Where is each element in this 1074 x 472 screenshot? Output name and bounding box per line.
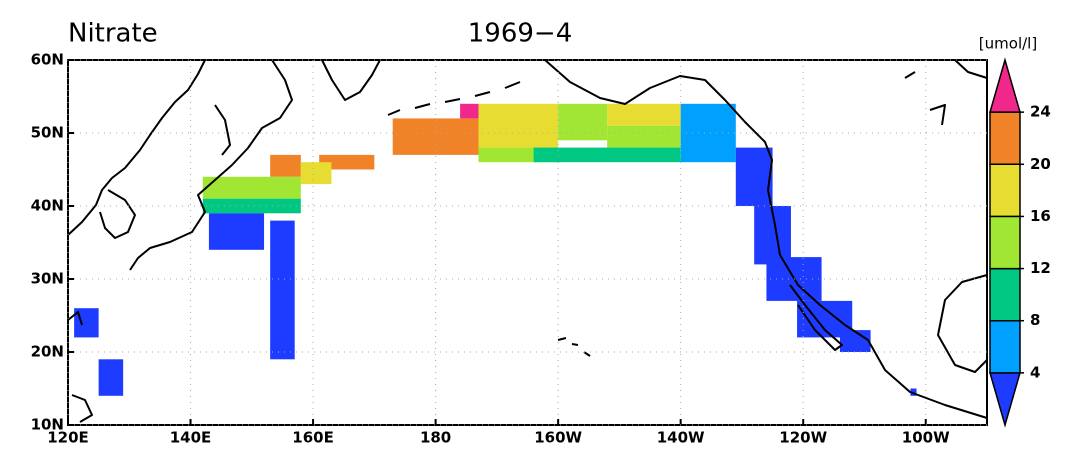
data-cell	[735, 147, 773, 206]
data-cell	[910, 388, 917, 396]
coast-islands	[67, 311, 93, 423]
colorbar-label: 20	[1030, 155, 1051, 173]
data-cell	[558, 103, 608, 141]
coast-asia	[67, 59, 206, 236]
colorbar-swatch	[989, 215, 1021, 270]
data-layer	[74, 103, 917, 396]
coast-kamchatka	[321, 59, 381, 101]
data-cell	[607, 125, 681, 148]
x-tick-label: 160E	[292, 429, 334, 447]
colorbar: 4 8 12 16 20 24	[989, 57, 1051, 428]
data-cell	[478, 103, 559, 148]
colorbar-label: 4	[1030, 363, 1040, 381]
x-tick-label: 120W	[779, 429, 827, 447]
coast-sakhalin	[214, 104, 231, 156]
map-frame	[67, 59, 988, 426]
colorbar-label: 12	[1030, 259, 1051, 277]
data-cell	[319, 154, 375, 170]
colorbar-swatch	[989, 319, 1021, 374]
coast-gulf	[937, 274, 988, 373]
x-tick-label: 160W	[534, 429, 582, 447]
data-cell	[270, 154, 301, 177]
axes: 120E 140E 160E 180 160W 140W 120W 100W 10N 20N 30N…	[31, 51, 987, 447]
data-cell	[533, 147, 681, 163]
data-cell	[839, 330, 871, 352]
y-tick-label: 30N	[31, 270, 64, 288]
coastlines	[67, 59, 988, 423]
colorbar-label: 24	[1030, 103, 1051, 121]
title: Nitrate	[68, 19, 158, 49]
x-tick-label: 140E	[170, 429, 212, 447]
coast-hudson	[904, 59, 988, 126]
data-cell	[607, 103, 681, 126]
colorbar-swatch	[989, 372, 1021, 428]
y-tick-label: 20N	[31, 343, 64, 361]
colorbar-swatch	[989, 57, 1021, 113]
x-tick-label: 140W	[657, 429, 705, 447]
y-tick-label: 40N	[31, 197, 64, 215]
data-cell	[680, 103, 736, 163]
data-cell	[392, 118, 479, 155]
data-cell	[270, 220, 295, 360]
y-tick-label: 10N	[31, 416, 64, 434]
data-cell	[208, 213, 265, 250]
colorbar-label: 16	[1030, 207, 1051, 225]
data-cell	[202, 176, 301, 199]
colorbar-swatch	[989, 267, 1021, 322]
x-tick-label: 120E	[47, 429, 89, 447]
coast-japan	[129, 59, 293, 271]
x-tick-label: 100W	[902, 429, 950, 447]
colorbar-swatch	[989, 111, 1021, 166]
colorbar-label: 8	[1030, 311, 1040, 329]
y-tick-label: 50N	[31, 124, 64, 142]
y-tick-label: 60N	[31, 51, 64, 69]
coast-hawaii	[557, 337, 591, 357]
coast-korea	[99, 189, 136, 239]
coast-baja	[789, 284, 843, 351]
colorbar-swatch	[989, 163, 1021, 218]
date: 1969−4	[468, 19, 573, 49]
data-cell	[300, 162, 332, 185]
x-tick-label: 180	[420, 429, 451, 447]
coast-north-america	[544, 59, 988, 419]
data-cell	[460, 103, 479, 119]
unit: [umol/l]	[979, 35, 1037, 53]
data-cell	[98, 359, 124, 396]
coast-aleutians	[387, 81, 521, 116]
data-cell	[202, 198, 301, 214]
